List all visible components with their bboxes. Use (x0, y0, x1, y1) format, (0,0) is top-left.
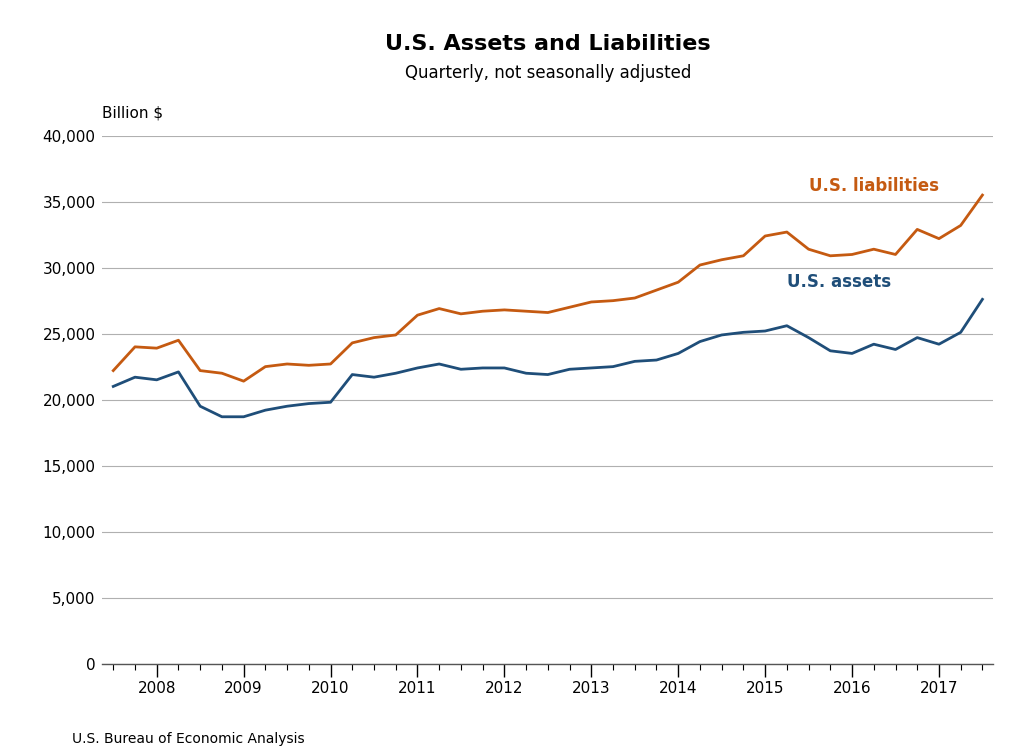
Text: Billion $: Billion $ (102, 106, 164, 121)
Text: Quarterly, not seasonally adjusted: Quarterly, not seasonally adjusted (404, 64, 691, 82)
Text: U.S. liabilities: U.S. liabilities (809, 177, 939, 195)
Text: U.S. Bureau of Economic Analysis: U.S. Bureau of Economic Analysis (72, 732, 304, 746)
Text: U.S. assets: U.S. assets (786, 274, 891, 292)
Text: U.S. Assets and Liabilities: U.S. Assets and Liabilities (385, 34, 711, 54)
